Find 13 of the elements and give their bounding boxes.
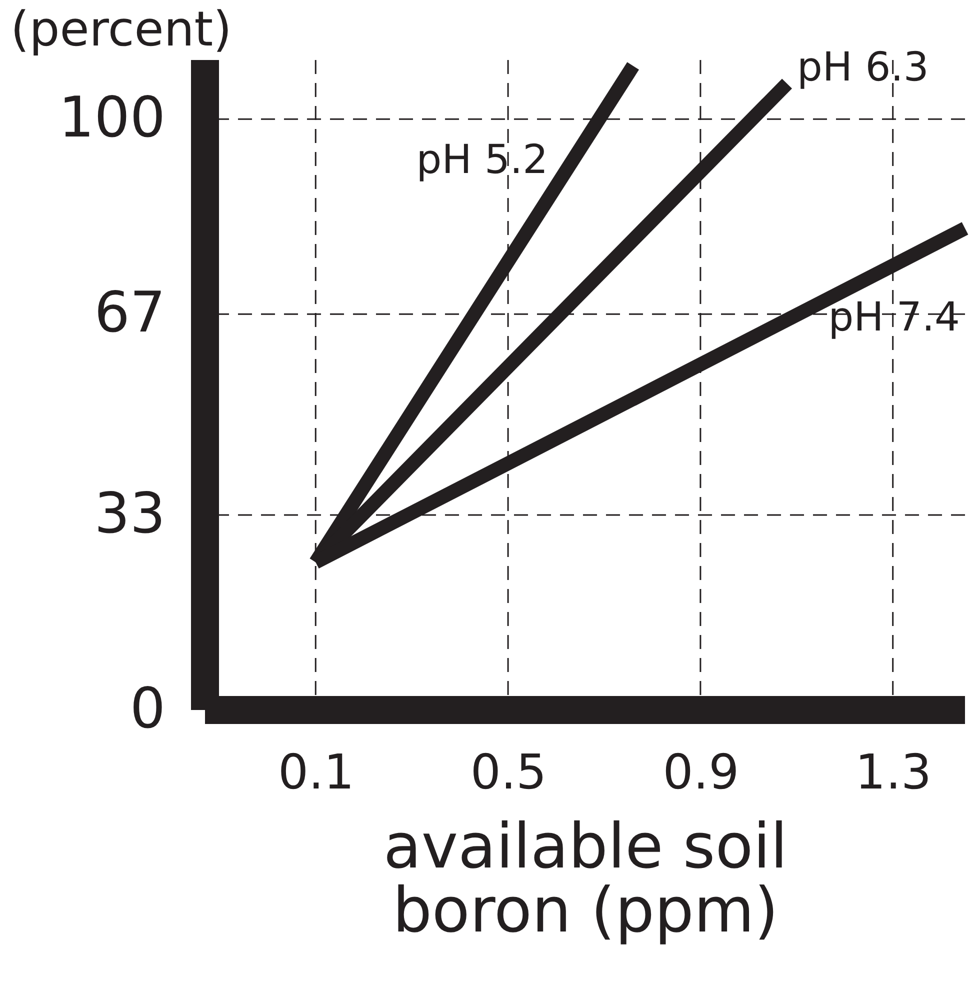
x-tick-label: 1.3: [855, 744, 932, 800]
y-tick-label: 67: [94, 280, 166, 346]
x-tick-label: 0.9: [662, 744, 740, 800]
y-tick-label: 0: [130, 676, 166, 742]
y-tick-label: 33: [94, 482, 166, 546]
series-label: pH 7.4: [828, 294, 960, 340]
x-axis-title: available soil boron (ppm): [383, 810, 788, 946]
y-axis-title: (percent): [10, 2, 232, 58]
x-tick-label: 0.5: [470, 744, 547, 800]
series-label: pH 6.3: [797, 44, 929, 91]
series-label: pH 5.2: [416, 136, 548, 183]
x-tick-label: 0.1: [278, 744, 354, 800]
y-tick-label: 100: [58, 86, 166, 151]
